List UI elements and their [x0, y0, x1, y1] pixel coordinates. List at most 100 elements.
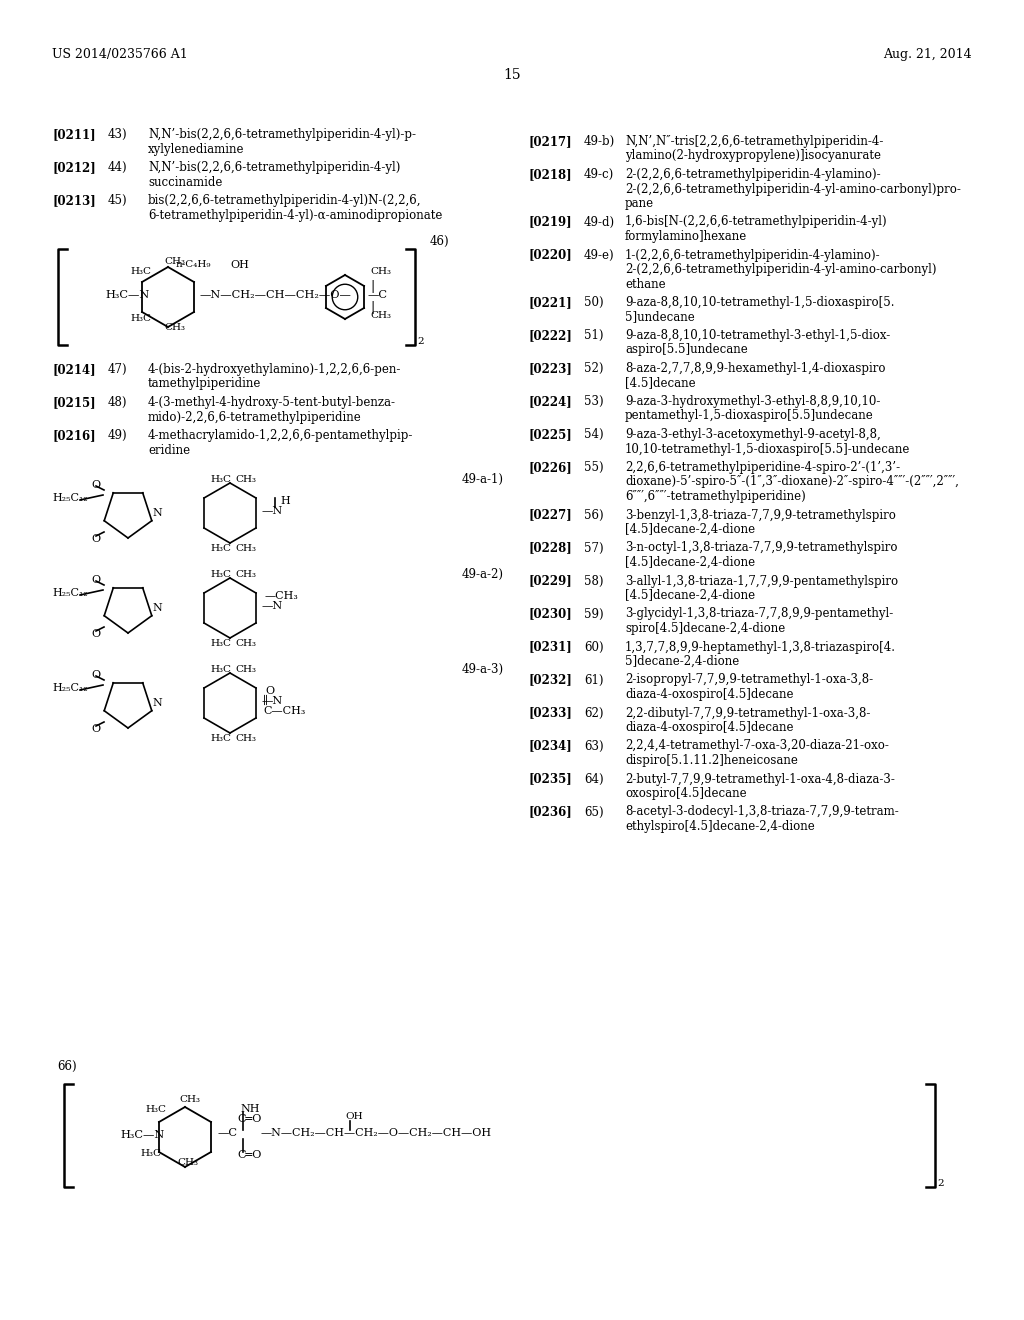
Text: H₃C: H₃C: [130, 267, 151, 276]
Text: O: O: [91, 535, 100, 544]
Text: H₂₅C₁₂: H₂₅C₁₂: [52, 587, 88, 598]
Text: 49): 49): [108, 429, 128, 442]
Text: 44): 44): [108, 161, 128, 174]
Text: 1,3,7,7,8,9,9-heptamethyl-1,3,8-triazaspiro[4.: 1,3,7,7,8,9,9-heptamethyl-1,3,8-triazasp…: [625, 640, 896, 653]
Text: 2,2,4,4-tetramethyl-7-oxa-3,20-diaza-21-oxo-: 2,2,4,4-tetramethyl-7-oxa-3,20-diaza-21-…: [625, 739, 889, 752]
Text: [0223]: [0223]: [528, 362, 571, 375]
Text: [0221]: [0221]: [528, 296, 571, 309]
Text: 4-(3-methyl-4-hydroxy-5-tent-butyl-benza-: 4-(3-methyl-4-hydroxy-5-tent-butyl-benza…: [148, 396, 396, 409]
Text: [0229]: [0229]: [528, 574, 571, 587]
Text: H: H: [280, 496, 290, 506]
Text: 5]decane-2,4-dione: 5]decane-2,4-dione: [625, 655, 739, 668]
Text: 2-isopropyl-7,7,9,9-tetramethyl-1-oxa-3,8-: 2-isopropyl-7,7,9,9-tetramethyl-1-oxa-3,…: [625, 673, 873, 686]
Text: succinamide: succinamide: [148, 176, 222, 189]
Text: dioxane)-5’-spiro-5″-(1″,3″-dioxane)-2″-spiro-4″″′-(2″″′,2″″′,: dioxane)-5’-spiro-5″-(1″,3″-dioxane)-2″-…: [625, 475, 958, 488]
Text: 58): 58): [584, 574, 603, 587]
Text: H₃C: H₃C: [145, 1105, 166, 1114]
Text: 65): 65): [584, 805, 603, 818]
Text: 62): 62): [584, 706, 603, 719]
Text: H₂₅C₁₂: H₂₅C₁₂: [52, 492, 88, 503]
Text: ethane: ethane: [625, 277, 666, 290]
Text: O: O: [265, 686, 274, 696]
Text: [0220]: [0220]: [528, 248, 571, 261]
Text: [0232]: [0232]: [528, 673, 571, 686]
Text: [0227]: [0227]: [528, 508, 571, 521]
Text: O: O: [91, 723, 100, 734]
Text: CH₃: CH₃: [179, 1096, 200, 1104]
Text: 2,2,6,6-tetramethylpiperidine-4-spiro-2’-(1’,3’-: 2,2,6,6-tetramethylpiperidine-4-spiro-2’…: [625, 461, 900, 474]
Text: N,N’-bis(2,2,6,6-tetramethylpiperidin-4-yl): N,N’-bis(2,2,6,6-tetramethylpiperidin-4-…: [148, 161, 400, 174]
Text: dispiro[5.1.11.2]heneicosane: dispiro[5.1.11.2]heneicosane: [625, 754, 798, 767]
Text: 3-n-octyl-1,3,8-triaza-7,7,9,9-tetramethylspiro: 3-n-octyl-1,3,8-triaza-7,7,9,9-tetrameth…: [625, 541, 897, 554]
Text: N: N: [152, 508, 162, 517]
Text: 49-c): 49-c): [584, 168, 614, 181]
Text: —N—CH₂—CH—CH₂—O—CH₂—CH—OH: —N—CH₂—CH—CH₂—O—CH₂—CH—OH: [261, 1129, 493, 1138]
Text: 57): 57): [584, 541, 603, 554]
Text: [0236]: [0236]: [528, 805, 571, 818]
Text: 52): 52): [584, 362, 603, 375]
Text: tamethylpiperidine: tamethylpiperidine: [148, 378, 261, 391]
Text: 8-acetyl-3-dodecyl-1,3,8-triaza-7,7,9,9-tetram-: 8-acetyl-3-dodecyl-1,3,8-triaza-7,7,9,9-…: [625, 805, 899, 818]
Text: 66): 66): [57, 1060, 77, 1073]
Text: [0226]: [0226]: [528, 461, 571, 474]
Text: —N: —N: [262, 506, 284, 516]
Text: 53): 53): [584, 395, 603, 408]
Text: 2: 2: [937, 1179, 944, 1188]
Text: OH: OH: [230, 260, 249, 271]
Text: [4.5]decane-2,4-dione: [4.5]decane-2,4-dione: [625, 556, 755, 569]
Text: O: O: [91, 630, 100, 639]
Text: diaza-4-oxospiro[4.5]decane: diaza-4-oxospiro[4.5]decane: [625, 721, 794, 734]
Text: 45): 45): [108, 194, 128, 207]
Text: 61): 61): [584, 673, 603, 686]
Text: 49-a-1): 49-a-1): [462, 473, 504, 486]
Text: ylamino(2-hydroxypropylene)]isocyanurate: ylamino(2-hydroxypropylene)]isocyanurate: [625, 149, 881, 162]
Text: O: O: [91, 480, 100, 490]
Text: CH₃: CH₃: [234, 544, 256, 553]
Text: C—CH₃: C—CH₃: [263, 706, 305, 715]
Text: 10,10-tetramethyl-1,5-dioxaspiro[5.5]-undecane: 10,10-tetramethyl-1,5-dioxaspiro[5.5]-un…: [625, 442, 910, 455]
Text: —C: —C: [217, 1129, 237, 1138]
Text: O: O: [91, 671, 100, 680]
Text: CH₃: CH₃: [234, 734, 256, 743]
Text: 1-(2,2,6,6-tetramethylpiperidin-4-ylamino)-: 1-(2,2,6,6-tetramethylpiperidin-4-ylamin…: [625, 248, 881, 261]
Text: —C: —C: [368, 290, 388, 300]
Text: CH₃: CH₃: [370, 312, 391, 319]
Text: 1,6-bis[N-(2,2,6,6-tetramethylpiperidin-4-yl): 1,6-bis[N-(2,2,6,6-tetramethylpiperidin-…: [625, 215, 888, 228]
Text: [0228]: [0228]: [528, 541, 571, 554]
Text: 2-(2,2,6,6-tetramethylpiperidin-4-yl-amino-carbonyl)pro-: 2-(2,2,6,6-tetramethylpiperidin-4-yl-ami…: [625, 182, 961, 195]
Text: N: N: [152, 603, 162, 612]
Text: CH₃: CH₃: [370, 267, 391, 276]
Text: H₃C: H₃C: [210, 639, 231, 648]
Text: oxospiro[4.5]decane: oxospiro[4.5]decane: [625, 787, 746, 800]
Text: [0224]: [0224]: [528, 395, 571, 408]
Text: H₃C: H₃C: [210, 665, 231, 675]
Text: [0231]: [0231]: [528, 640, 571, 653]
Text: —N: —N: [262, 696, 284, 706]
Text: 3-glycidyl-1,3,8-triaza-7,7,8,9,9-pentamethyl-: 3-glycidyl-1,3,8-triaza-7,7,8,9,9-pentam…: [625, 607, 893, 620]
Text: N: N: [152, 698, 162, 708]
Text: xylylenediamine: xylylenediamine: [148, 143, 245, 156]
Text: H₃C: H₃C: [210, 570, 231, 579]
Text: |: |: [370, 280, 374, 293]
Text: [4.5]decane-2,4-dione: [4.5]decane-2,4-dione: [625, 523, 755, 536]
Text: 4-(bis-2-hydroxyethylamino)-1,2,2,6,6-pen-: 4-(bis-2-hydroxyethylamino)-1,2,2,6,6-pe…: [148, 363, 401, 376]
Text: H₃C: H₃C: [210, 475, 231, 484]
Text: [0211]: [0211]: [52, 128, 95, 141]
Text: [0217]: [0217]: [528, 135, 571, 148]
Text: 49-a-3): 49-a-3): [462, 663, 504, 676]
Text: [0225]: [0225]: [528, 428, 571, 441]
Text: CH₃: CH₃: [234, 570, 256, 579]
Text: 2-(2,2,6,6-tetramethylpiperidin-4-yl-amino-carbonyl): 2-(2,2,6,6-tetramethylpiperidin-4-yl-ami…: [625, 263, 937, 276]
Text: CH₃: CH₃: [234, 475, 256, 484]
Text: 9-aza-3-hydroxymethyl-3-ethyl-8,8,9,10,10-: 9-aza-3-hydroxymethyl-3-ethyl-8,8,9,10,1…: [625, 395, 881, 408]
Text: —N—CH₂—CH—CH₂—O—: —N—CH₂—CH—CH₂—O—: [200, 290, 352, 300]
Text: bis(2,2,6,6-tetramethylpiperidin-4-yl)N-(2,2,6,: bis(2,2,6,6-tetramethylpiperidin-4-yl)N-…: [148, 194, 422, 207]
Text: 9-aza-8,8,10,10-tetramethyl-1,5-dioxaspiro[5.: 9-aza-8,8,10,10-tetramethyl-1,5-dioxaspi…: [625, 296, 895, 309]
Text: 48): 48): [108, 396, 128, 409]
Text: 6-tetramethylpiperidin-4-yl)-α-aminodipropionate: 6-tetramethylpiperidin-4-yl)-α-aminodipr…: [148, 209, 442, 222]
Text: 3-allyl-1,3,8-triaza-1,7,7,9,9-pentamethylspiro: 3-allyl-1,3,8-triaza-1,7,7,9,9-pentameth…: [625, 574, 898, 587]
Text: CH₃: CH₃: [234, 639, 256, 648]
Text: CH₃: CH₃: [164, 323, 185, 333]
Text: [0218]: [0218]: [528, 168, 571, 181]
Text: ethylspiro[4.5]decane-2,4-dione: ethylspiro[4.5]decane-2,4-dione: [625, 820, 815, 833]
